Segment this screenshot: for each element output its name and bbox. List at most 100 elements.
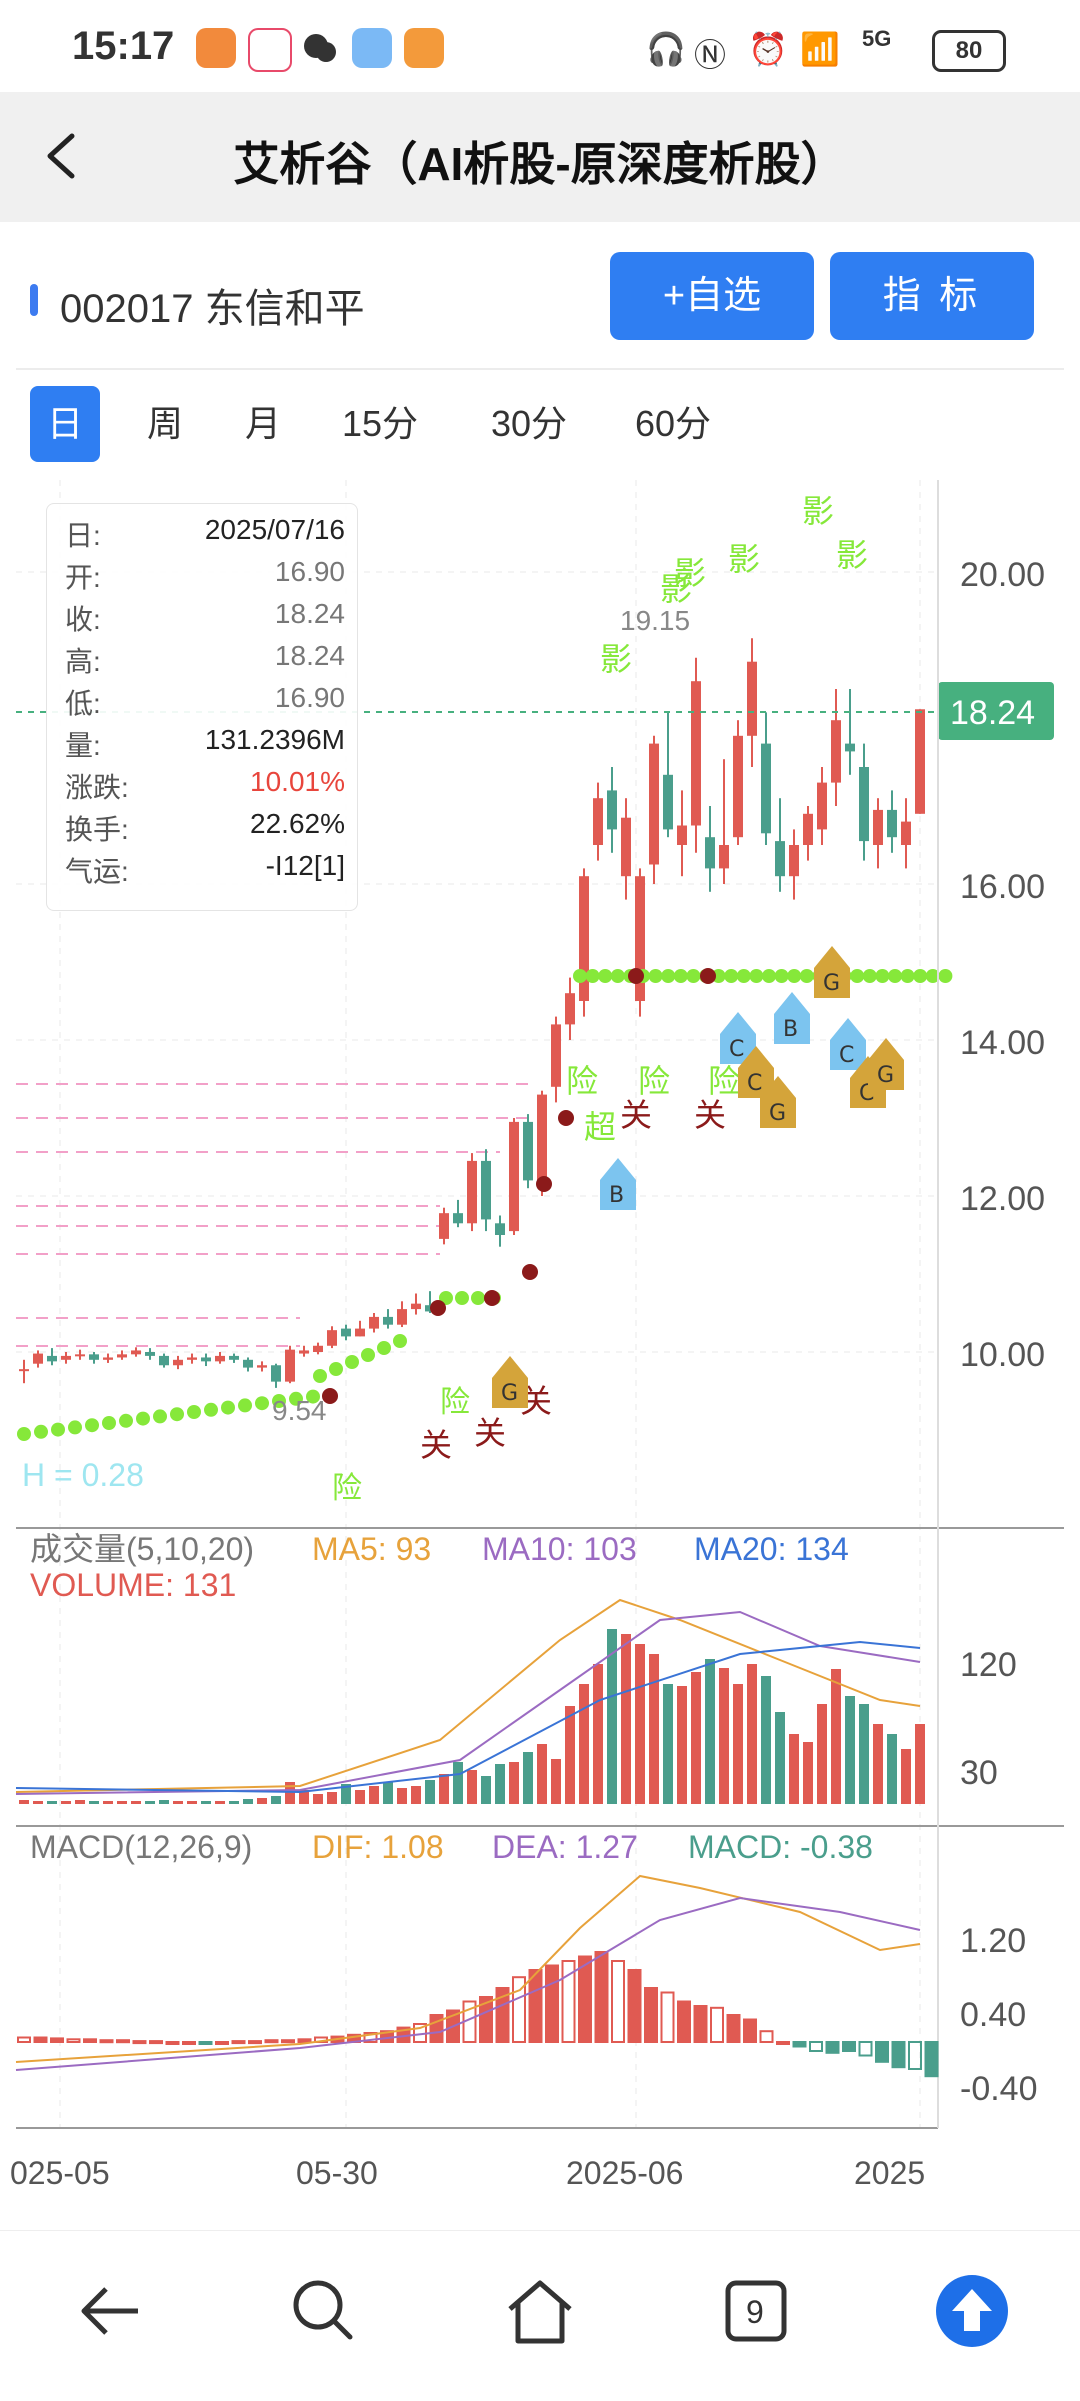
info-value: 131.2396M xyxy=(204,724,345,755)
volume-bar xyxy=(915,1724,925,1804)
nav-upload-button[interactable] xyxy=(932,2271,1012,2351)
volume-bar xyxy=(47,1801,57,1804)
nav-search-button[interactable] xyxy=(282,2271,362,2351)
macd-bar xyxy=(33,2036,48,2043)
signal-icon: 5G xyxy=(862,26,892,51)
candle-body xyxy=(593,798,603,845)
gold-marker-label: G xyxy=(501,1381,518,1406)
warning-dot xyxy=(558,1110,574,1126)
indicator-button[interactable]: 指 标 xyxy=(830,252,1034,340)
signal-dot xyxy=(238,1398,252,1413)
gold-marker xyxy=(760,1076,796,1128)
volume-bar xyxy=(89,1801,99,1804)
stock-chart[interactable]: 险险险险险超关 关关关 关影影影 影影影BGBGCCGCCG 20.00 16.00 … xyxy=(0,470,1080,2210)
signal-dot xyxy=(799,969,814,983)
c-marker-label: C xyxy=(747,1071,762,1096)
volume-bar xyxy=(733,1684,743,1804)
signal-dot xyxy=(585,969,600,983)
signal-dot xyxy=(787,969,802,983)
volume-bar xyxy=(705,1659,715,1804)
candle-body xyxy=(159,1355,169,1366)
signal-dot xyxy=(888,969,902,983)
volume-bar xyxy=(33,1801,43,1804)
high-annotation: 19.15 xyxy=(620,605,690,636)
tab-day[interactable]: 日 xyxy=(30,386,100,462)
nav-tabs-button[interactable]: 9 xyxy=(716,2271,796,2351)
macd-bar xyxy=(429,2014,444,2043)
volume-ma5-line xyxy=(15,1598,921,1793)
candle-body xyxy=(341,1328,351,1337)
volume-axis-120: 120 xyxy=(960,1646,1017,1684)
back-button[interactable] xyxy=(36,116,96,196)
volume-bar xyxy=(61,1801,71,1804)
signal-dot xyxy=(187,1405,201,1419)
tab-60min[interactable]: 60分 xyxy=(634,403,712,444)
volume-bar xyxy=(719,1668,729,1804)
macd-bar xyxy=(116,2039,130,2044)
volume-bar xyxy=(495,1764,505,1804)
volume-bar xyxy=(117,1801,127,1804)
x-label-2: 05-30 xyxy=(296,2155,378,2191)
tab-30min[interactable]: 30分 xyxy=(490,403,568,444)
candle-body xyxy=(103,1357,113,1360)
candle-body xyxy=(19,1369,29,1372)
candle-body xyxy=(355,1328,365,1337)
signal-dot xyxy=(573,969,587,983)
info-key: 气运: xyxy=(65,856,129,887)
candle-body xyxy=(33,1353,43,1364)
candle-body xyxy=(915,709,925,814)
signal-dot xyxy=(313,1369,327,1383)
volume-bar xyxy=(19,1800,29,1804)
candle-body xyxy=(89,1354,99,1360)
volume-bar xyxy=(201,1801,211,1804)
macd-bar xyxy=(561,1960,576,2043)
macd-bar xyxy=(875,2041,889,2063)
macd-axis-0.40: 0.40 xyxy=(960,1996,1026,2034)
tab-15min[interactable]: 15分 xyxy=(341,403,419,444)
volume-bar xyxy=(439,1774,449,1804)
candle-body xyxy=(117,1354,127,1358)
c-marker-label: C xyxy=(729,1037,744,1062)
macd-bar xyxy=(17,2036,31,2043)
macd-axis-neg0.40: -0.40 xyxy=(960,2070,1038,2108)
tab-week[interactable]: 周 xyxy=(146,403,183,444)
warning-dot xyxy=(322,1388,338,1404)
candle-body xyxy=(131,1350,141,1355)
divider xyxy=(16,368,1064,370)
candle-body xyxy=(621,817,631,877)
candle-body xyxy=(635,876,645,1001)
candle-body xyxy=(201,1357,211,1362)
danger-marker: 险 xyxy=(332,1471,362,1506)
info-row: 气运: -I12[1] xyxy=(65,850,345,892)
volume-bar xyxy=(313,1794,323,1804)
candle-body xyxy=(565,993,575,1025)
candle-body xyxy=(411,1303,421,1310)
candle-body xyxy=(327,1330,337,1346)
music-icon xyxy=(248,28,292,72)
macd-bar xyxy=(627,1969,642,2043)
wifi-icon: 📶 xyxy=(800,31,840,67)
x-label-3: 2025-06 xyxy=(566,2155,683,2191)
volume-bar xyxy=(845,1696,855,1804)
weather-icon xyxy=(352,28,392,68)
nav-home-button[interactable] xyxy=(500,2271,580,2351)
candle-body xyxy=(761,743,771,834)
nav-back-button[interactable] xyxy=(70,2271,150,2351)
signal-dot xyxy=(329,1362,343,1376)
shadow-marker: 影 xyxy=(674,554,706,592)
candle-body xyxy=(369,1316,379,1329)
warning-dot xyxy=(484,1290,500,1306)
warning-dot xyxy=(430,1300,446,1316)
volume-bar xyxy=(691,1672,701,1804)
info-key: 涨跌: xyxy=(65,772,129,803)
macd-bar xyxy=(297,2038,312,2044)
add-watchlist-button[interactable]: +自选 xyxy=(610,252,814,340)
volume-bar xyxy=(299,1790,309,1804)
volume-bar xyxy=(551,1759,561,1804)
candle-body xyxy=(789,845,799,877)
volume-bar xyxy=(411,1786,421,1804)
buy-marker-label: B xyxy=(783,1017,798,1042)
x-label-1: 025-05 xyxy=(10,2155,110,2191)
volume-bar xyxy=(383,1782,393,1804)
tab-month[interactable]: 月 xyxy=(244,403,281,444)
